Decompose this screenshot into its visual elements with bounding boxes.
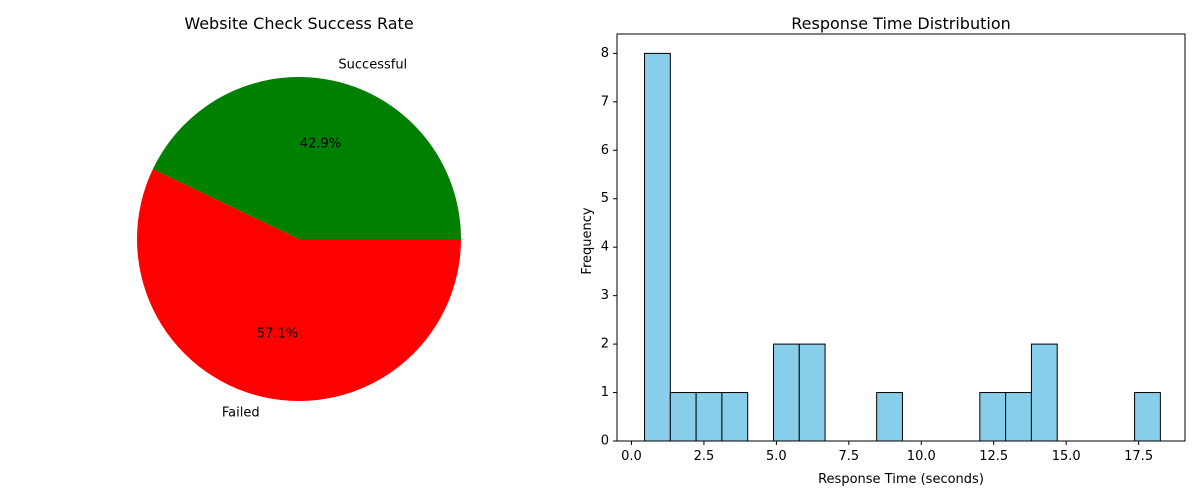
y-tick-label: 5	[601, 191, 609, 206]
histogram-bar	[979, 392, 1007, 442]
histogram-bar	[669, 392, 697, 442]
y-tick-label: 4	[601, 240, 609, 255]
histogram-bar	[1030, 343, 1058, 442]
pie-pct-failed: 57.1%	[257, 326, 298, 341]
y-axis-label: Frequency	[580, 207, 595, 274]
histogram-bar	[695, 392, 723, 442]
y-tick-label: 1	[601, 385, 609, 400]
histogram-bar	[644, 52, 671, 442]
x-axis-ticks: 0.0 2.5 5.0 7.5 10.0 12.5 15.0 17.5	[621, 441, 1153, 464]
x-tick-label: 2.5	[694, 449, 715, 464]
pie-chart: Website Check Success Rate Successful 42.…	[137, 14, 462, 421]
x-tick-label: 17.5	[1124, 449, 1153, 464]
y-axis-ticks: 0 1 2 3 4 5 6 7 8	[601, 46, 617, 449]
pie-label-failed: Failed	[222, 405, 260, 420]
histogram-bar	[721, 392, 749, 442]
pie-pct-successful: 42.9%	[300, 137, 341, 152]
x-tick-label: 10.0	[907, 449, 936, 464]
y-tick-label: 6	[601, 143, 609, 158]
pie-title: Website Check Success Rate	[184, 14, 413, 33]
plot-frame	[616, 33, 1186, 442]
y-tick-label: 0	[601, 434, 609, 449]
x-tick-label: 15.0	[1052, 449, 1081, 464]
y-tick-label: 8	[601, 46, 609, 61]
pie-labels: Successful 42.9% Failed 57.1%	[222, 58, 407, 421]
histogram-title: Response Time Distribution	[791, 14, 1011, 33]
y-tick-label: 3	[601, 288, 609, 303]
x-tick-label: 0.0	[621, 449, 642, 464]
histogram-bar	[798, 343, 826, 442]
histogram-bar	[1134, 392, 1161, 442]
x-tick-label: 7.5	[838, 449, 859, 464]
histogram-chart: Response Time Distribution 0.0 2.5 5.0 7.5 1…	[580, 14, 1186, 487]
x-tick-label: 5.0	[766, 449, 787, 464]
histogram-bar	[772, 343, 800, 442]
y-tick-label: 7	[601, 94, 609, 109]
pie-slices	[137, 76, 462, 401]
histogram-bar	[1005, 392, 1032, 442]
pie-slice-successful	[152, 76, 461, 239]
y-tick-label: 2	[601, 337, 609, 352]
x-axis-label: Response Time (seconds)	[818, 472, 984, 487]
pie-label-successful: Successful	[338, 58, 407, 73]
pie-slice-failed	[137, 169, 462, 401]
histogram-bars	[644, 52, 1161, 442]
histogram-bar	[876, 392, 903, 442]
x-tick-label: 12.5	[979, 449, 1008, 464]
